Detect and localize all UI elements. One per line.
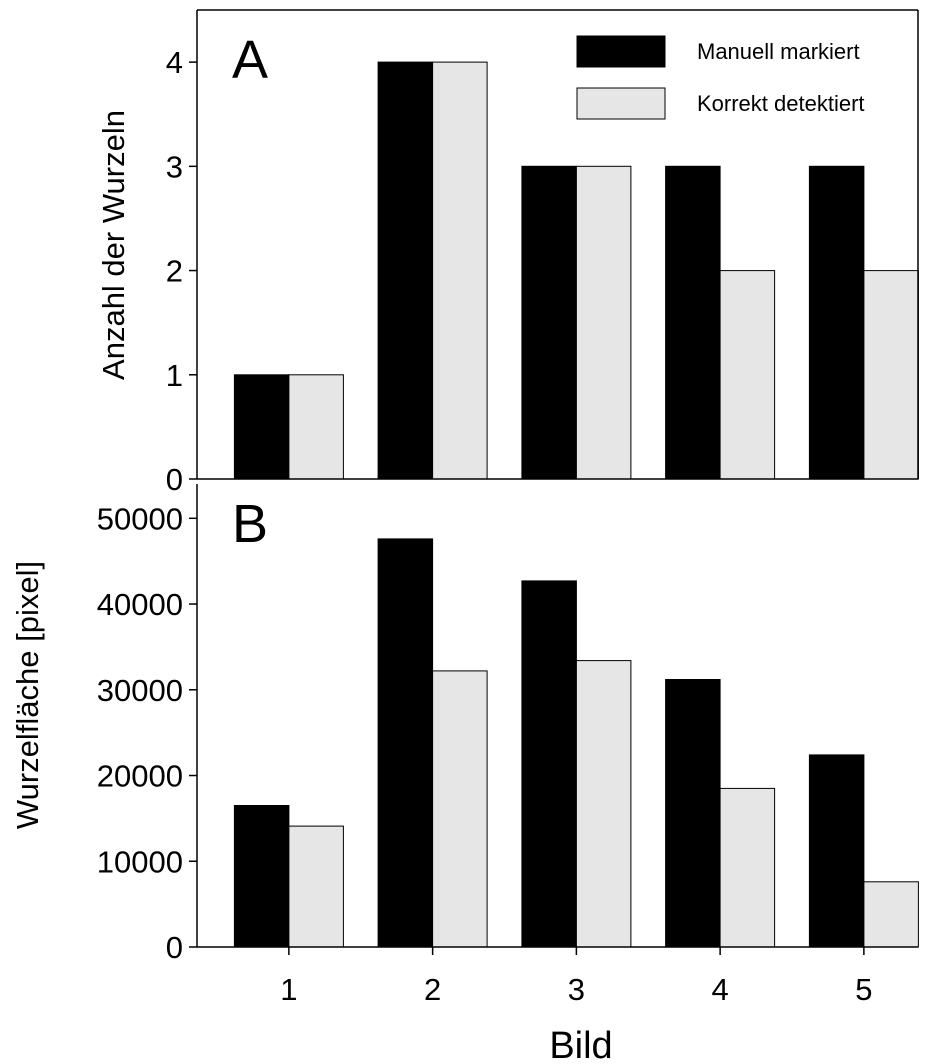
- x-tick-label: 5: [855, 972, 872, 1007]
- panel-b-y-ticks: 0 10000 20000 30000 40000 50000: [97, 501, 197, 965]
- panel-a-bar-manual-5: [808, 165, 865, 480]
- panel-b-y-axis-label: Wurzelfläche [pixel]: [10, 561, 45, 829]
- legend-label-manual: Manuell markiert: [697, 39, 860, 64]
- panel-b-y-tick-label: 10000: [97, 844, 183, 879]
- legend: Manuell markiert Korrekt detektiert: [576, 35, 865, 120]
- panel-a-y-tick-label: 3: [166, 149, 183, 184]
- x-tick-label: 4: [712, 972, 729, 1007]
- panel-b-y-tick-label: 20000: [97, 759, 183, 794]
- legend-label-detected: Korrekt detektiert: [697, 91, 865, 116]
- x-tick-label: 1: [280, 972, 297, 1007]
- panel-b: 0 10000 20000 30000 40000 50000 1 2 3 4 5 B Wurze…: [10, 484, 919, 1064]
- panel-b-y-tick-label: 0: [166, 930, 183, 965]
- panel-b-bars: [233, 538, 919, 948]
- panel-a-bar-manual-4: [665, 165, 721, 480]
- x-tick-label: 3: [568, 972, 585, 1007]
- panel-a-y-tick-label: 2: [166, 254, 183, 289]
- panel-b-y-tick-label: 40000: [97, 587, 183, 622]
- panel-a-bar-detected-1: [288, 374, 344, 480]
- legend-swatch-detected: [576, 87, 666, 120]
- panel-b-y-tick-label: 30000: [97, 673, 183, 708]
- panel-a-bar-detected-2: [432, 61, 488, 480]
- x-axis-label: Bild: [549, 1025, 612, 1064]
- panel-a-bar-detected-4: [719, 270, 776, 480]
- legend-swatch-manual: [576, 35, 666, 68]
- panel-a: 0 1 2 3 4 A Anzahl der Wurzeln Manuell marki…: [96, 9, 919, 497]
- panel-a-y-ticks: 0 1 2 3 4: [166, 45, 197, 497]
- panel-a-bar-manual-1: [233, 374, 290, 480]
- panel-b-axes: [196, 484, 918, 948]
- panel-b-bar-manual-2: [377, 538, 434, 948]
- panel-a-y-tick-label: 0: [166, 462, 183, 497]
- panel-b-bar-detected-3: [575, 660, 632, 948]
- panel-b-x-ticks: 1 2 3 4 5: [280, 947, 873, 1007]
- panel-b-bar-detected-4: [719, 787, 776, 948]
- panel-b-bar-detected-5: [863, 881, 919, 948]
- panel-b-bar-manual-4: [665, 679, 721, 948]
- x-tick-label: 2: [424, 972, 441, 1007]
- panel-a-bar-detected-5: [863, 270, 919, 480]
- panel-b-label: B: [232, 494, 268, 554]
- panel-a-bar-manual-2: [377, 61, 434, 480]
- panel-a-y-tick-label: 4: [166, 45, 183, 80]
- panel-a-y-tick-label: 1: [166, 358, 183, 393]
- panel-a-bar-detected-3: [575, 165, 632, 480]
- panel-b-bar-manual-3: [521, 580, 577, 948]
- panel-a-axes: [196, 9, 919, 480]
- panel-b-bar-detected-1: [288, 825, 344, 948]
- panel-b-y-tick-label: 50000: [97, 501, 183, 536]
- panel-b-bar-manual-1: [233, 805, 290, 948]
- panel-b-bar-manual-5: [808, 754, 865, 948]
- panel-b-bar-detected-2: [432, 670, 488, 948]
- panel-a-bars: [233, 61, 919, 480]
- panel-a-label: A: [232, 30, 268, 90]
- panel-a-y-axis-label: Anzahl der Wurzeln: [96, 110, 131, 380]
- panel-a-bar-manual-3: [521, 165, 577, 480]
